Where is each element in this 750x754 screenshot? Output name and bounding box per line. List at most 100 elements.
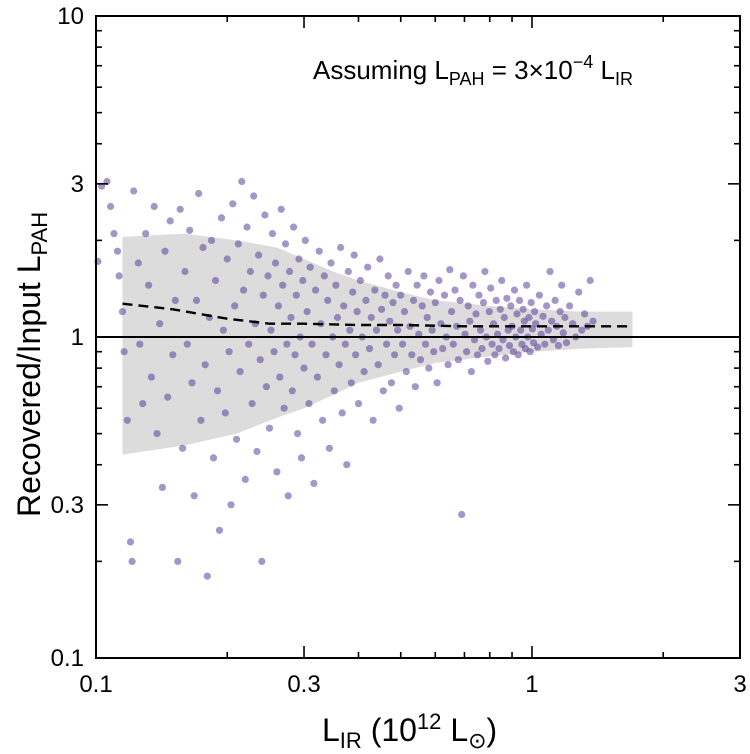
data-point: [199, 243, 207, 252]
data-point: [176, 205, 184, 213]
data-point: [120, 348, 128, 356]
data-point: [300, 364, 308, 372]
data-point: [476, 326, 485, 334]
data-point: [360, 368, 368, 376]
uncertainty-band: [122, 233, 633, 455]
data-point: [183, 340, 191, 348]
data-point: [322, 351, 330, 359]
data-point: [232, 435, 241, 443]
data-point: [312, 286, 320, 294]
data-point: [411, 383, 419, 391]
x-axis-title-main: L: [322, 712, 340, 748]
data-point: [371, 286, 379, 294]
data-point: [481, 267, 489, 276]
data-point: [136, 340, 144, 348]
data-point: [350, 251, 358, 259]
data-point: [337, 243, 345, 252]
data-point: [544, 326, 552, 334]
data-point: [265, 424, 274, 432]
data-point: [440, 291, 449, 299]
data-point: [327, 259, 335, 267]
y-tick-label: 1: [71, 324, 84, 351]
data-point: [369, 416, 377, 424]
data-point: [523, 281, 531, 289]
data-point: [535, 291, 544, 299]
data-point: [268, 230, 277, 238]
x-axis-title-close: ): [487, 712, 498, 748]
data-point: [227, 501, 235, 509]
data-point: [107, 202, 115, 211]
data-point: [346, 326, 354, 334]
data-point: [485, 308, 493, 316]
data-point: [454, 356, 462, 364]
x-axis-title: LIR (1012 L⊙): [322, 709, 497, 753]
data-point: [139, 400, 147, 408]
data-point: [156, 320, 164, 328]
x-axis-title-symbol: ⊙: [468, 728, 486, 753]
data-point: [301, 236, 309, 244]
data-point: [153, 430, 161, 438]
data-point: [299, 276, 307, 285]
data-point: [383, 340, 391, 348]
data-point: [561, 313, 569, 322]
data-point: [500, 313, 508, 322]
data-point: [142, 230, 150, 238]
data-point: [225, 348, 233, 356]
data-point: [315, 247, 323, 255]
data-point: [527, 299, 535, 307]
x-tick-label: 0.3: [287, 671, 320, 698]
data-point: [261, 211, 269, 219]
data-point: [250, 192, 258, 200]
data-point: [308, 340, 316, 348]
data-point: [150, 202, 158, 211]
data-point: [526, 348, 534, 356]
data-point: [423, 313, 431, 322]
data-point: [253, 447, 261, 456]
data-point: [439, 345, 447, 353]
data-point: [372, 326, 381, 334]
data-point: [546, 267, 554, 276]
data-point: [487, 284, 495, 292]
data-point: [408, 351, 416, 359]
y-axis: 0.1 0.3 1 3 10: [51, 3, 740, 672]
data-point: [387, 379, 395, 387]
uncertainty-band-area: [122, 233, 633, 455]
data-point: [197, 416, 205, 424]
data-point: [161, 247, 169, 255]
data-point: [203, 572, 211, 580]
data-point: [283, 340, 291, 348]
x-axis-title-sup: 12: [417, 709, 441, 734]
data-point: [158, 483, 166, 491]
data-point: [277, 205, 285, 213]
data-point: [270, 348, 278, 356]
data-point: [502, 354, 510, 362]
data-point: [211, 276, 220, 285]
data-point: [475, 291, 483, 299]
data-point: [207, 236, 216, 244]
data-point: [164, 393, 172, 401]
data-point: [365, 345, 374, 353]
data-point: [517, 326, 525, 334]
data-point: [128, 557, 136, 566]
data-point: [169, 351, 177, 359]
data-point: [292, 291, 300, 299]
data-point: [473, 351, 482, 359]
annotation-sub2: IR: [615, 69, 633, 89]
data-point: [238, 177, 246, 186]
data-point: [364, 263, 372, 271]
data-point: [558, 281, 566, 289]
data-point: [548, 317, 556, 325]
data-point: [453, 322, 461, 330]
data-point: [236, 368, 244, 376]
data-point: [467, 368, 475, 376]
data-point: [575, 288, 583, 296]
data-point: [281, 240, 290, 248]
data-point: [221, 409, 229, 417]
y-axis-title-sub: PAH: [27, 212, 52, 256]
data-point: [435, 276, 443, 285]
x-tick-label: 3: [733, 671, 746, 698]
data-point: [231, 302, 239, 310]
scatter-points: [94, 177, 597, 580]
data-point: [581, 310, 589, 318]
data-point: [110, 230, 118, 238]
